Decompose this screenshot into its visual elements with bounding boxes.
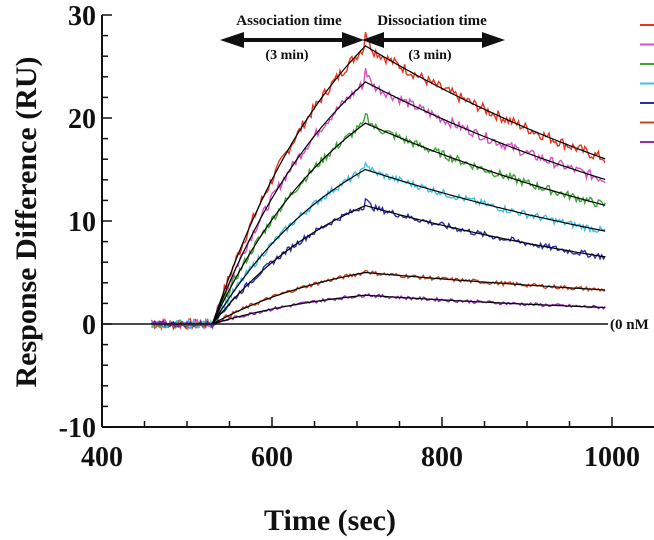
y-tick-label: 30 bbox=[68, 1, 96, 32]
fit-curve-7 bbox=[212, 294, 606, 325]
association-duration: (3 min) bbox=[265, 48, 309, 63]
y-tick-label: -10 bbox=[59, 413, 96, 444]
association-arrow-left-head bbox=[220, 32, 244, 48]
fit-curve-3 bbox=[211, 122, 606, 325]
axes-layer: -10 0 10 20 30 400 600 800 1000 bbox=[59, 1, 654, 473]
baseline-concentration-label: (0 nM bbox=[610, 317, 649, 333]
association-label: Association time bbox=[236, 13, 342, 29]
x-tick-label: 1000 bbox=[584, 442, 640, 473]
y-tick-label: 0 bbox=[82, 310, 96, 341]
fit-curve-1 bbox=[211, 45, 606, 325]
dissociation-annotation: Dissociation time (3 min) bbox=[362, 13, 505, 63]
fit-curve-2 bbox=[211, 81, 606, 325]
fit-curve-4 bbox=[211, 168, 606, 325]
series-layer bbox=[150, 32, 606, 332]
x-tick-label: 800 bbox=[421, 442, 463, 473]
series-trace-2 bbox=[150, 68, 606, 331]
legend bbox=[640, 24, 654, 143]
dissociation-label: Dissociation time bbox=[377, 13, 487, 29]
dissociation-duration: (3 min) bbox=[408, 48, 452, 63]
fit-curve-6 bbox=[212, 271, 606, 325]
y-tick-label: 20 bbox=[68, 104, 96, 135]
series-trace-1 bbox=[151, 32, 606, 332]
association-annotation: Association time (3 min) bbox=[220, 13, 364, 63]
x-tick-label: 400 bbox=[81, 442, 123, 473]
fit-layer bbox=[211, 45, 606, 325]
y-tick-label: 10 bbox=[68, 207, 96, 238]
series-trace-6 bbox=[150, 269, 606, 328]
dissociation-arrow-left-head bbox=[362, 32, 384, 48]
y-axis-title: Response Difference (RU) bbox=[10, 56, 43, 387]
x-tick-label: 600 bbox=[251, 442, 293, 473]
fit-curve-5 bbox=[212, 204, 606, 325]
association-arrow-right-head bbox=[342, 32, 364, 48]
x-axis-title: Time (sec) bbox=[264, 504, 396, 537]
dissociation-arrow-right-head bbox=[482, 32, 505, 48]
